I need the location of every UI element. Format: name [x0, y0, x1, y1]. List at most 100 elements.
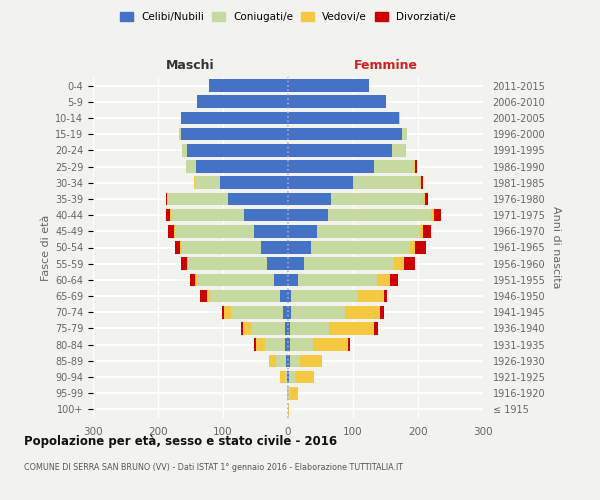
Bar: [377, 274, 390, 286]
Bar: [423, 225, 431, 237]
Bar: [288, 192, 331, 205]
Bar: [313, 338, 349, 351]
Bar: [288, 258, 304, 270]
Bar: [383, 290, 387, 302]
Bar: [243, 322, 251, 335]
Bar: [167, 192, 169, 205]
Bar: [169, 192, 228, 205]
Bar: [287, 370, 288, 384]
Bar: [175, 241, 180, 254]
Bar: [261, 241, 288, 254]
Bar: [290, 338, 313, 351]
Bar: [200, 290, 207, 302]
Bar: [256, 338, 265, 351]
Bar: [353, 176, 419, 189]
Bar: [182, 144, 187, 156]
Bar: [328, 209, 431, 222]
Bar: [283, 306, 288, 318]
Bar: [288, 225, 317, 237]
Bar: [288, 209, 328, 222]
Y-axis label: Fasce di età: Fasce di età: [41, 214, 51, 280]
Bar: [228, 192, 288, 205]
Bar: [423, 192, 425, 205]
Bar: [166, 192, 167, 205]
Bar: [300, 354, 322, 367]
Text: COMUNE DI SERRA SAN BRUNO (VV) - Dati ISTAT 1° gennaio 2016 - Elaborazione TUTTI: COMUNE DI SERRA SAN BRUNO (VV) - Dati IS…: [24, 462, 403, 471]
Text: Femmine: Femmine: [353, 60, 418, 72]
Bar: [374, 160, 414, 173]
Bar: [224, 306, 231, 318]
Bar: [195, 176, 220, 189]
Bar: [358, 290, 383, 302]
Bar: [207, 290, 210, 302]
Bar: [170, 209, 171, 222]
Y-axis label: Anni di nascita: Anni di nascita: [551, 206, 561, 288]
Bar: [254, 225, 288, 237]
Bar: [171, 209, 244, 222]
Bar: [291, 306, 344, 318]
Bar: [414, 160, 415, 173]
Bar: [175, 225, 254, 237]
Bar: [169, 225, 173, 237]
Bar: [295, 370, 314, 384]
Bar: [419, 176, 421, 189]
Bar: [285, 322, 288, 335]
Bar: [344, 306, 380, 318]
Bar: [265, 338, 285, 351]
Bar: [187, 144, 288, 156]
Bar: [251, 322, 285, 335]
Bar: [288, 80, 369, 92]
Bar: [190, 274, 195, 286]
Bar: [402, 128, 407, 140]
Bar: [166, 209, 170, 222]
Bar: [288, 290, 291, 302]
Bar: [210, 290, 280, 302]
Bar: [223, 306, 224, 318]
Bar: [421, 176, 423, 189]
Bar: [298, 274, 377, 286]
Bar: [288, 128, 402, 140]
Bar: [329, 322, 374, 335]
Bar: [415, 241, 427, 254]
Bar: [288, 241, 311, 254]
Bar: [187, 258, 188, 270]
Bar: [349, 338, 350, 351]
Bar: [280, 290, 288, 302]
Bar: [374, 322, 378, 335]
Bar: [196, 160, 288, 173]
Bar: [304, 258, 394, 270]
Bar: [288, 322, 290, 335]
Bar: [288, 160, 374, 173]
Bar: [288, 274, 298, 286]
Bar: [173, 225, 175, 237]
Bar: [288, 144, 392, 156]
Bar: [188, 258, 267, 270]
Bar: [179, 128, 181, 140]
Text: Maschi: Maschi: [166, 60, 215, 72]
Bar: [317, 225, 420, 237]
Bar: [380, 306, 383, 318]
Bar: [209, 80, 288, 92]
Bar: [267, 258, 288, 270]
Bar: [288, 96, 386, 108]
Bar: [289, 370, 295, 384]
Bar: [331, 192, 423, 205]
Bar: [181, 112, 288, 124]
Bar: [398, 112, 400, 124]
Bar: [285, 370, 287, 384]
Bar: [392, 144, 405, 156]
Bar: [269, 354, 277, 367]
Bar: [274, 274, 288, 286]
Bar: [244, 209, 288, 222]
Bar: [410, 241, 415, 254]
Bar: [288, 112, 398, 124]
Bar: [195, 274, 197, 286]
Bar: [286, 354, 288, 367]
Bar: [288, 338, 290, 351]
Bar: [291, 290, 358, 302]
Bar: [290, 354, 300, 367]
Bar: [420, 225, 423, 237]
Bar: [311, 241, 410, 254]
Bar: [285, 338, 288, 351]
Bar: [180, 241, 181, 254]
